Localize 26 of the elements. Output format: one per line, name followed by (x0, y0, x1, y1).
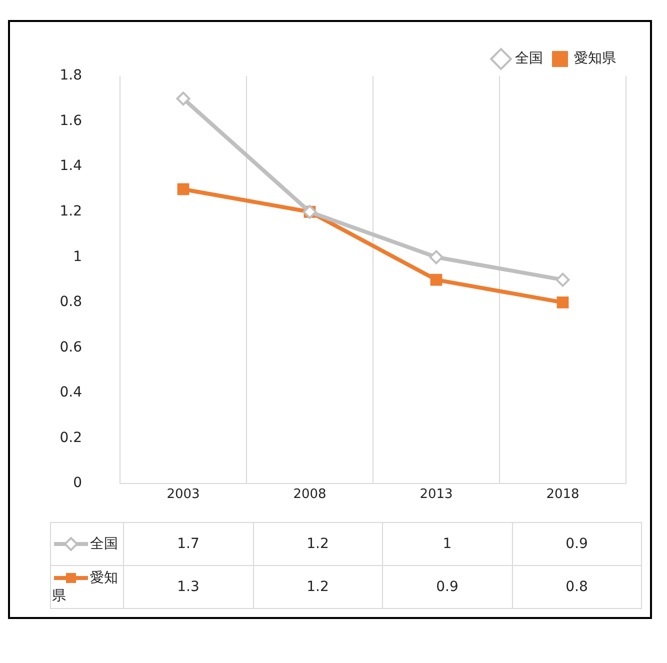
y-tick-label: 1.6 (60, 112, 82, 129)
legend-label: 全国 (515, 50, 543, 67)
data-label: 1.2 (253, 566, 382, 608)
y-tick-label: 0 (73, 475, 82, 492)
y-tick-label: 0.8 (60, 294, 82, 310)
y-tick-label: 1.4 (60, 158, 82, 174)
text: 愛知県 (52, 570, 118, 604)
x-tick-label: 2008 (293, 486, 326, 502)
y-tick-label: 0.2 (60, 430, 82, 446)
legend-label: 愛知県 (574, 50, 616, 67)
x-tick-label: 2013 (420, 486, 453, 502)
data-label: 0.8 (512, 566, 642, 608)
text: 全国 (90, 536, 118, 552)
x-tick-label: 2003 (166, 486, 200, 502)
y-tick-label: 1 (73, 248, 82, 265)
x-tick-label: 2018 (546, 486, 580, 502)
y-tick-label: 0.4 (60, 384, 82, 401)
data-label: 1 (382, 522, 512, 566)
data-label: 1.7 (124, 522, 253, 566)
data-label: 1.2 (253, 522, 382, 566)
data-label: 0.9 (512, 522, 642, 566)
data-label: 0.9 (382, 566, 512, 608)
y-tick-label: 1.8 (60, 68, 82, 84)
y-tick-label: 0.6 (60, 339, 82, 356)
data-label: 1.3 (124, 566, 253, 608)
y-tick-label: 1.2 (60, 204, 82, 220)
